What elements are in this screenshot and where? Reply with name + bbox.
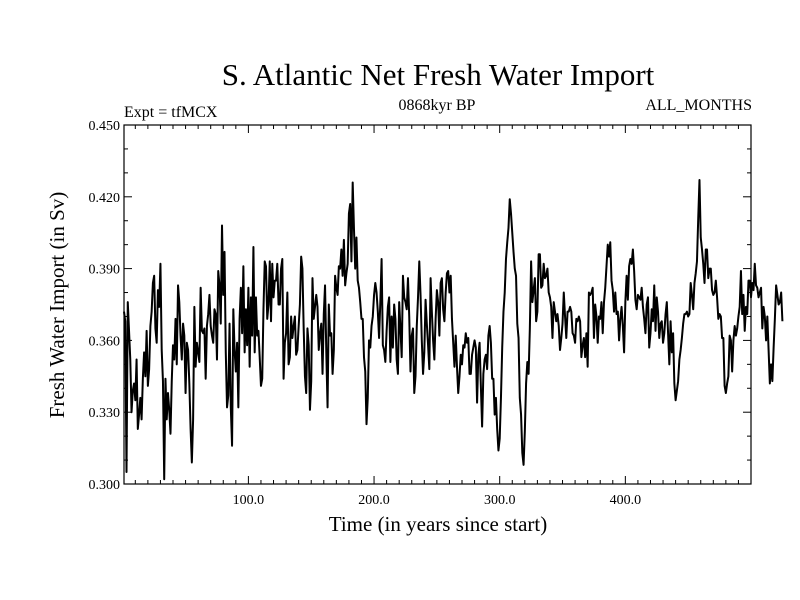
experiment-label: Expt = tfMCX	[124, 104, 218, 121]
months-label: ALL_MONTHS	[645, 97, 752, 114]
y-tick-label: 0.450	[89, 119, 121, 134]
x-tick-label: 100.0	[233, 493, 265, 508]
y-tick-label: 0.420	[89, 191, 121, 206]
y-tick-label: 0.360	[89, 334, 121, 349]
x-tick-label: 300.0	[484, 493, 516, 508]
x-tick-label: 400.0	[610, 493, 642, 508]
period-label: 0868kyr BP	[399, 97, 476, 114]
x-axis-ticks: 100.0 200.0 300.0 400.0	[134, 125, 739, 508]
fresh-water-import-line	[123, 179, 784, 481]
x-axis-label: Time (in years since start)	[329, 512, 548, 536]
x-tick-label: 200.0	[358, 493, 390, 508]
y-tick-label: 0.300	[89, 478, 121, 493]
y-tick-label: 0.330	[89, 406, 121, 421]
chart-title: S. Atlantic Net Fresh Water Import	[222, 57, 655, 92]
y-axis-ticks: 0.300 0.330 0.360 0.390 0.420 0.450	[89, 119, 751, 493]
y-tick-label: 0.390	[89, 263, 121, 278]
y-axis-label: Fresh Water Import (in Sv)	[45, 192, 69, 419]
plot-frame	[123, 124, 752, 485]
